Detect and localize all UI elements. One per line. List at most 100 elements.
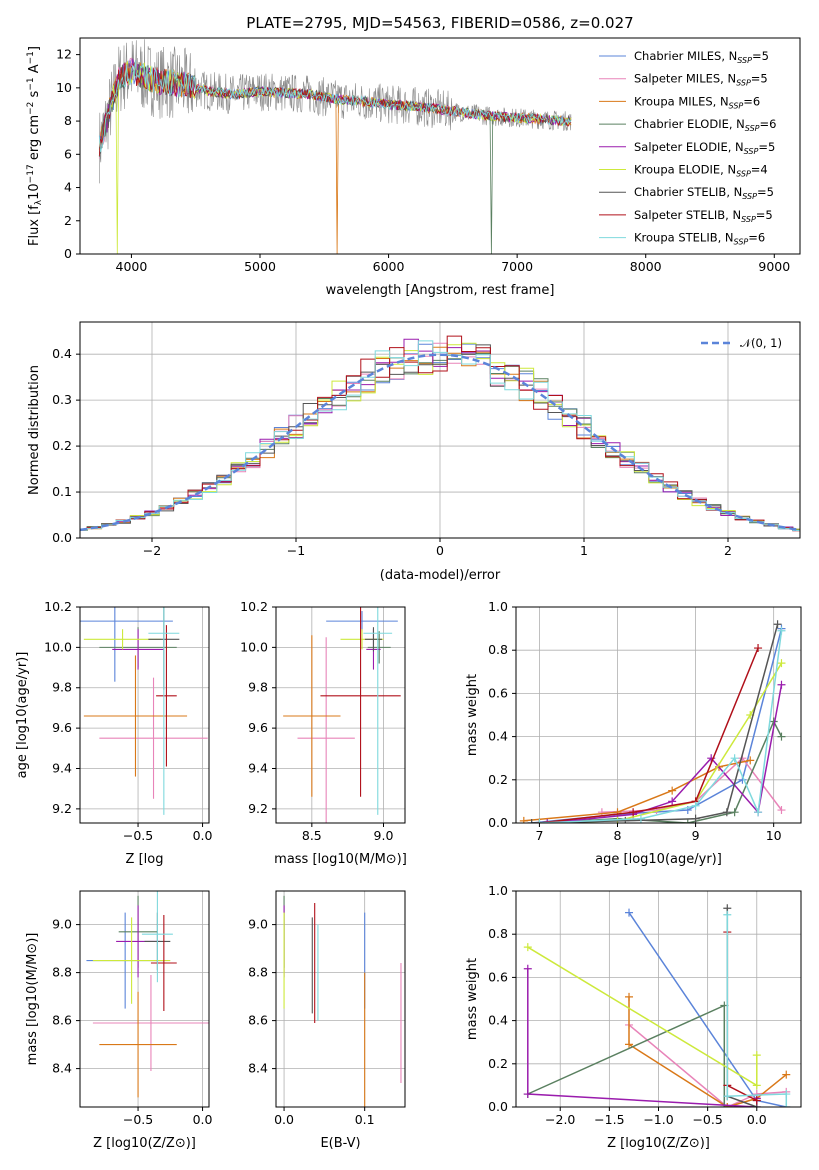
legend-text: Chabrier MILES, N [634,49,737,63]
ylabel-part: −1 [26,77,36,90]
spectrum-xtick-label: 6000 [373,259,405,274]
spectrum-xtick-label: 9000 [758,259,790,274]
residuals-xtick-label: 1 [580,543,588,558]
axes-frame [79,890,210,1108]
series-line-7 [539,647,759,823]
xtick-label: −2.0 [545,1112,575,1127]
legend-sub: SSP [742,192,757,201]
residual-hist-7 [80,335,800,532]
ytick-label: 10.0 [44,639,72,654]
spectrum-ytick-label: 8 [64,113,72,128]
ytick-label: 9.2 [248,801,268,816]
ytick-label: 1.0 [488,883,508,898]
xtick-label: 10 [766,828,782,843]
ytick-label: 9.6 [248,720,268,735]
legend-sub: SSP [734,238,749,247]
ytick-label: 9.8 [52,680,72,695]
series-marker-3 [720,1103,729,1107]
legend-suffix: =5 [756,208,773,222]
legend-text: Salpeter ELODIE, N [634,140,744,154]
legend-text: Kroupa MILES, N [634,94,729,108]
ytick-label: 9.4 [248,760,268,775]
series-marker-8 [730,754,739,763]
spectrum-xtick-label: 7000 [501,259,533,274]
legend-label-6: Chabrier STELIB, NSSP=5 [634,185,774,201]
xlabel: mass [log10(M/M⊙)] [274,852,407,867]
ytick-label: 8.6 [52,1013,72,1028]
legend-label-4: Salpeter ELODIE, NSSP=5 [634,140,775,156]
xtick-label: −1.0 [643,1112,673,1127]
legend-sub: SSP [736,170,751,179]
spectrum-xtick-label: 8000 [630,259,662,274]
series-marker-2 [519,816,528,823]
ytick-label: 0.0 [488,815,508,830]
plot-area [80,607,208,815]
spectrum-ytick-label: 6 [64,146,72,161]
xlabel: Z [log10(Z/Z⊙)] [607,1136,710,1151]
xtick-label: −0.5 [123,828,153,843]
legend-suffix: =5 [757,185,774,199]
ytick-label: 8.6 [248,1013,268,1028]
series-marker-8 [723,910,732,919]
legend-suffix: =5 [758,140,775,154]
legend-suffix: =5 [751,72,768,86]
xlabel: age [log10(age/yr)] [595,852,722,867]
legend-sub: SSP [745,124,760,133]
residuals-xtick-label: 2 [724,543,732,558]
ytick-label: 9.8 [248,680,268,695]
residuals-xtick-label: −1 [287,543,305,558]
series-marker-1 [777,806,786,815]
gaussian-legend-label: 𝒩(0, 1) [740,336,782,350]
spectrum-ytick-label: 12 [56,47,72,62]
ytick-label: 0.0 [488,1099,508,1114]
series-marker-8 [535,819,544,823]
ytick-label: 8.8 [248,965,268,980]
plot-area [283,607,401,823]
xtick-label: −0.5 [123,1112,153,1127]
xtick-label: 9.0 [374,828,394,843]
mass-vs-metallicity-panel: −0.5 0.0 8.4 8.6 8.8 9.0 Z [log10(Z/Z⊙)] mass [… [25,890,213,1151]
ytick-label: 8.8 [52,965,72,980]
residuals-ytick-label: 0.0 [52,530,72,545]
series-marker-4 [523,964,532,973]
ytick-label: 8.4 [52,1061,72,1076]
mass-vs-extinction-panel: 0.0 0.1 8.4 8.6 8.8 9.0 E(B-V) [248,890,406,1151]
residuals-ytick-label: 0.1 [52,484,72,499]
ylabel-part: −2 [26,102,36,115]
xtick-label: 0.0 [274,1112,294,1127]
series-marker-0 [625,908,634,917]
legend-text: Salpeter STELIB, N [634,208,741,222]
series-marker-4 [668,797,677,806]
ylabel: mass [log10(M/M⊙)] [25,933,40,1066]
spectrum-panel: PLATE=2795, MJD=54563, FIBERID=0586, z=0… [26,14,801,298]
ytick-label: 10.2 [240,599,268,614]
legend-sub: SSP [744,147,759,156]
series-marker-2 [625,1040,634,1049]
legend-sub: SSP [737,56,752,65]
legend-label-2: Kroupa MILES, NSSP=6 [634,94,760,110]
ylabel-part: s [27,90,42,101]
axes-frame [515,606,802,824]
ytick-label: 0.2 [488,772,508,787]
ytick-label: 9.0 [248,917,268,932]
series-marker-2 [723,1103,732,1107]
series-marker-2 [668,786,677,795]
series-marker-5 [777,659,786,668]
ytick-label: 0.8 [488,926,508,941]
series-line-5 [527,946,758,1087]
ylabel-part: −1 [26,51,36,64]
spectrum-model-8 [98,60,572,153]
ylabel-part: 10 [27,183,42,200]
xtick-label: 0.1 [355,1112,375,1127]
series-line-8 [726,914,788,1107]
spectrum-xtick-label: 5000 [244,259,276,274]
plot-area [523,904,791,1107]
ytick-label: 10.2 [44,599,72,614]
ytick-label: 0.4 [488,1013,508,1028]
series-line-4 [527,968,758,1107]
legend-suffix: =4 [751,163,768,177]
residuals-xtick-label: −2 [143,543,161,558]
legend-label-1: Salpeter MILES, NSSP=5 [634,72,768,88]
legend-text: Chabrier ELODIE, N [634,117,745,131]
